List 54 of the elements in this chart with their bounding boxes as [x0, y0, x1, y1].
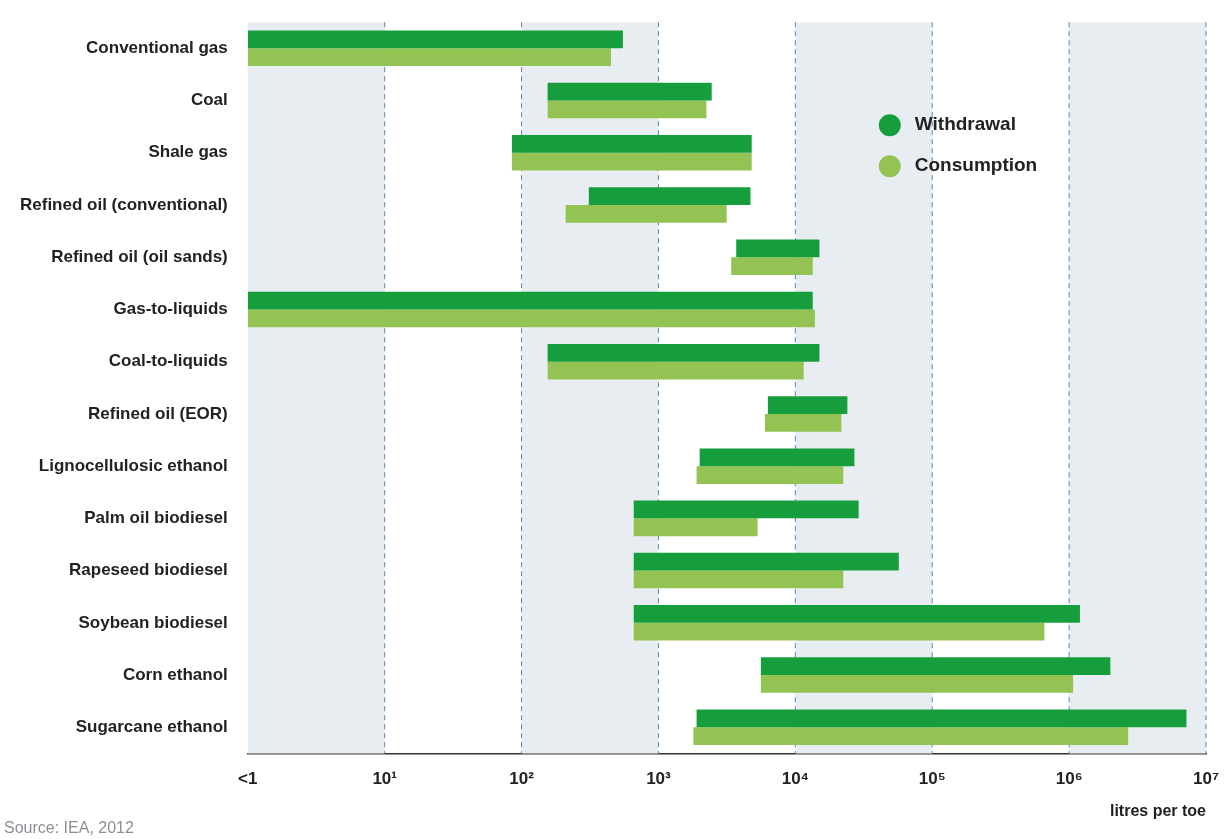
bar	[633, 622, 1045, 641]
bar	[633, 552, 899, 571]
y-tick-label: Coal-to-liquids	[108, 351, 228, 371]
y-tick-label: Shale gas	[148, 142, 228, 162]
bar	[696, 709, 1187, 728]
bar	[699, 448, 855, 467]
bar	[547, 343, 820, 362]
y-tick-label: Corn ethanol	[122, 664, 228, 684]
y-tick-label: Soybean biodiesel	[78, 612, 228, 632]
bar	[633, 500, 859, 519]
bar	[696, 466, 844, 484]
y-tick-label: Gas-to-liquids	[113, 299, 228, 319]
y-tick-label: Refined oil (conventional)	[19, 194, 228, 214]
bar	[247, 30, 623, 49]
bar	[547, 361, 804, 380]
x-tick-label: 10⁴	[781, 769, 809, 789]
x-tick-label: 10⁶	[1055, 769, 1083, 789]
x-tick-label: 10²	[509, 769, 535, 789]
bar	[736, 239, 820, 258]
y-tick-label: Palm oil biodiesel	[84, 508, 228, 528]
y-tick-label: Coal	[190, 90, 228, 110]
x-axis-title: litres per toe	[1109, 801, 1207, 819]
legend-label: Consumption	[914, 154, 1038, 176]
bar	[247, 309, 815, 328]
bar	[767, 396, 848, 414]
source-note: Source: IEA, 2012	[4, 819, 134, 837]
bar	[247, 48, 611, 67]
y-tick-label: Conventional gas	[86, 38, 228, 57]
y-tick-label: Rapeseed biodiesel	[69, 560, 228, 580]
x-tick-label: 10⁵	[918, 769, 946, 789]
bar	[633, 570, 844, 589]
bar	[565, 205, 727, 223]
y-tick-label: Refined oil (EOR)	[88, 403, 228, 423]
bar	[760, 675, 1074, 693]
x-tick-label: 10³	[646, 769, 672, 789]
bar	[633, 605, 1080, 623]
y-tick-label: Sugarcane ethanol	[75, 716, 228, 736]
bar	[693, 727, 1129, 746]
y-tick-label: Lignocellulosic ethanol	[38, 455, 228, 475]
y-tick-label: Refined oil (oil sands)	[51, 246, 228, 266]
bar	[511, 152, 752, 171]
bar	[547, 82, 712, 101]
bar	[764, 413, 842, 432]
bar	[547, 100, 707, 119]
bar	[731, 257, 813, 275]
bar	[247, 291, 813, 310]
bar	[588, 187, 751, 205]
legend-label: Withdrawal	[914, 113, 1016, 135]
bar	[511, 135, 752, 153]
x-tick-label: <1	[238, 769, 258, 789]
x-tick-label: 10¹	[372, 769, 398, 789]
x-tick-label: 10⁷	[1193, 769, 1219, 789]
bar	[760, 657, 1111, 676]
bar	[633, 518, 758, 537]
